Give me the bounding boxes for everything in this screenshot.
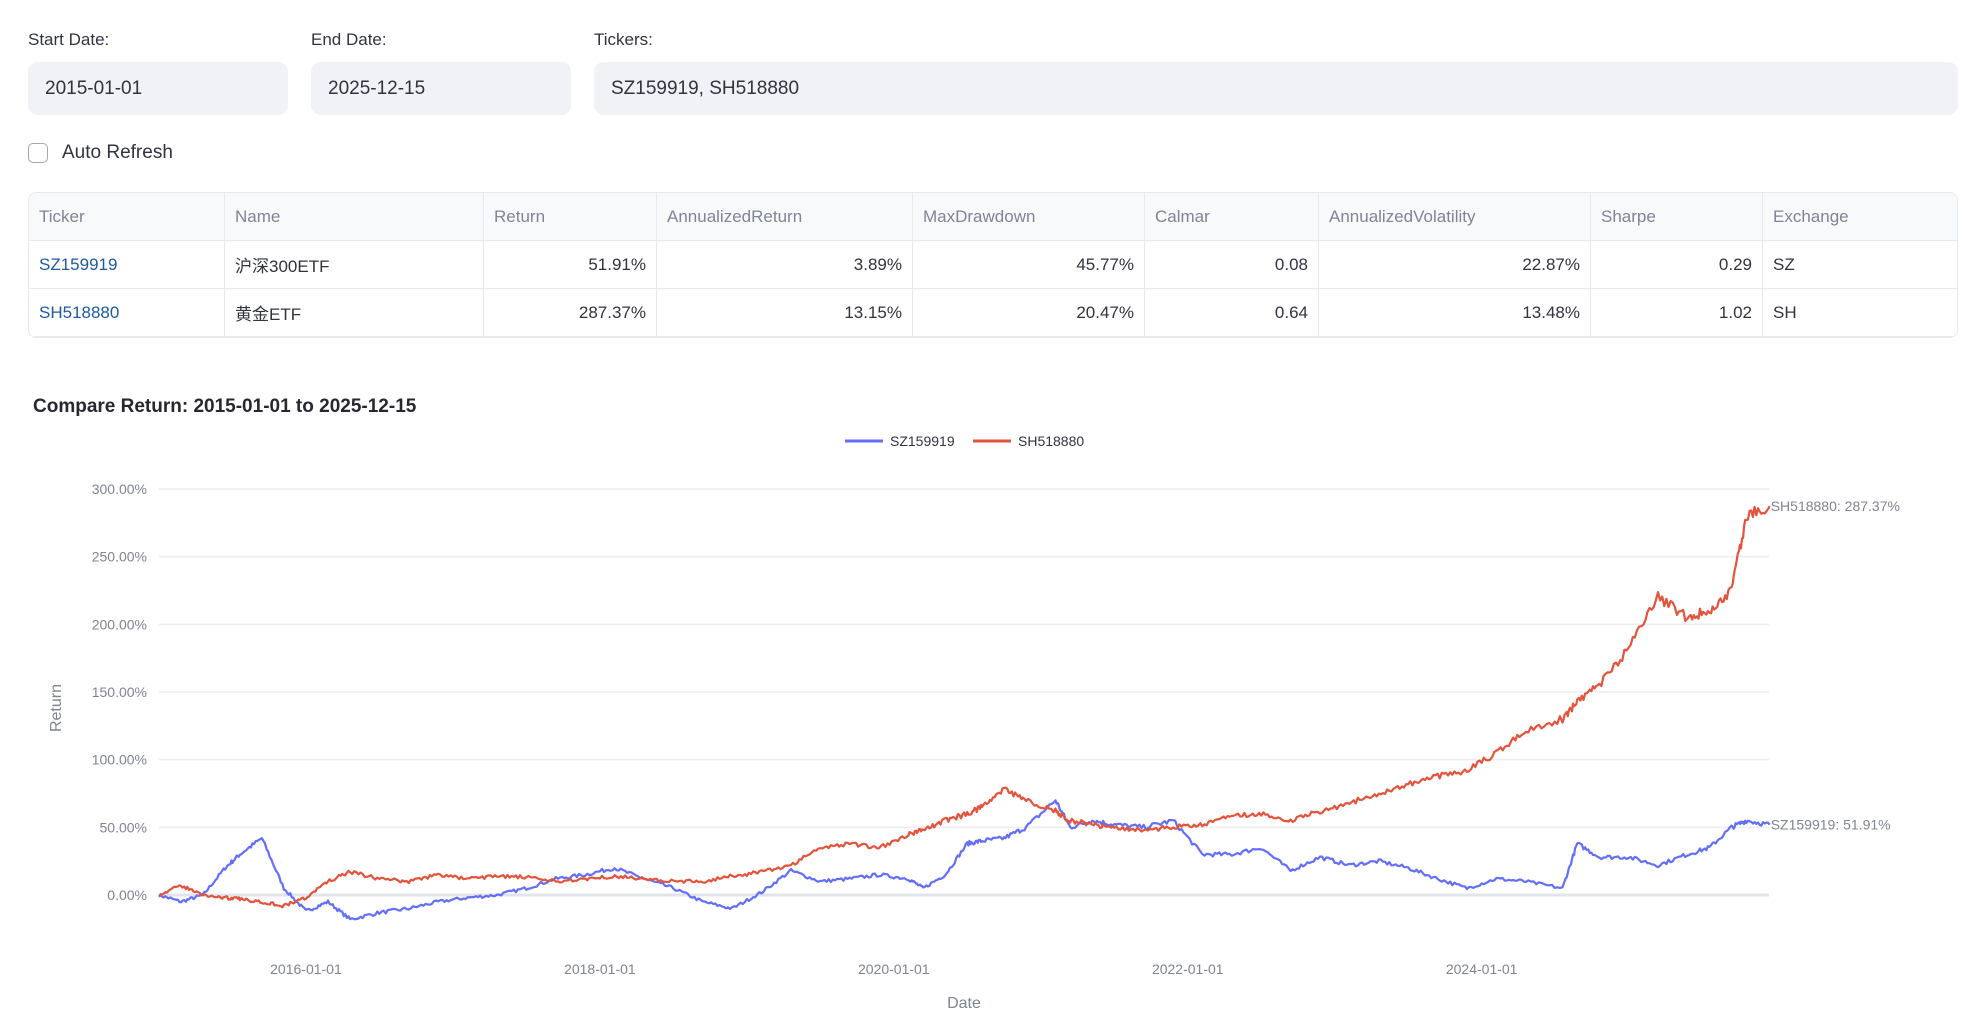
column-header-max-drawdown[interactable]: MaxDrawdown xyxy=(913,193,1145,240)
x-axis-label: Date xyxy=(947,995,981,1012)
exchange-cell: SH xyxy=(1773,302,1797,322)
ticker-cell[interactable]: SZ159919 xyxy=(29,241,225,288)
grid-lines xyxy=(159,488,1769,897)
y-axis-label: Return xyxy=(48,684,65,732)
y-axis-ticks: 0.00% 50.00% 100.00% 150.00% 200.00% 250.00% 3… xyxy=(92,481,147,903)
y-tick-label: 250.00% xyxy=(92,549,147,565)
sharpe-cell: 0.29 xyxy=(1591,241,1763,288)
ticker-cell[interactable]: SH518880 xyxy=(29,289,225,336)
column-header-sharpe[interactable]: Sharpe xyxy=(1591,193,1763,240)
y-tick-label: 50.00% xyxy=(100,819,147,835)
table-header-row: Ticker Name Return AnnualizedReturn MaxD… xyxy=(29,193,1957,241)
column-header-calmar[interactable]: Calmar xyxy=(1145,193,1319,240)
sharpe-cell: 1.02 xyxy=(1591,289,1763,336)
y-tick-label: 100.00% xyxy=(92,752,147,768)
annualized-volatility-cell: 13.48% xyxy=(1319,289,1591,336)
tickers-input[interactable]: SZ159919, SH518880 xyxy=(594,62,1958,115)
x-tick-label: 2016-01-01 xyxy=(270,961,342,977)
y-tick-label: 0.00% xyxy=(107,887,147,903)
table-row: SH518880 黄金ETF 287.37% 13.15% 20.47% 0.6… xyxy=(29,289,1957,337)
series-lines xyxy=(158,505,1771,921)
x-tick-label: 2022-01-01 xyxy=(1152,961,1224,977)
column-header-exchange[interactable]: Exchange xyxy=(1773,206,1849,226)
y-tick-label: 150.00% xyxy=(92,684,147,700)
column-header-annualized-return[interactable]: AnnualizedReturn xyxy=(657,193,913,240)
end-date-input[interactable]: 2025-12-15 xyxy=(311,62,571,115)
end-labels: SZ159919: 51.91% SH518880: 287.37% xyxy=(1771,498,1900,833)
return-cell: 287.37% xyxy=(484,289,657,336)
calmar-cell: 0.64 xyxy=(1145,289,1319,336)
exchange-cell: SZ xyxy=(1773,254,1795,274)
x-tick-label: 2018-01-01 xyxy=(564,961,636,977)
legend-label-sh518880[interactable]: SH518880 xyxy=(1018,433,1084,449)
end-label-sz159919: SZ159919: 51.91% xyxy=(1771,817,1891,833)
name-cell: 沪深300ETF xyxy=(225,241,484,288)
legend: SZ159919 SH518880 xyxy=(845,433,1084,449)
column-header-return[interactable]: Return xyxy=(484,193,657,240)
auto-refresh-row[interactable]: Auto Refresh xyxy=(28,142,173,164)
metrics-table: Ticker Name Return AnnualizedReturn MaxD… xyxy=(28,192,1958,338)
x-axis-ticks: 2016-01-01 2018-01-01 2020-01-01 2022-01-01… xyxy=(270,961,1518,977)
start-date-input[interactable]: 2015-01-01 xyxy=(28,62,288,115)
chart-title: Compare Return: 2015-01-01 to 2025-12-15 xyxy=(33,396,417,417)
auto-refresh-checkbox[interactable] xyxy=(28,143,48,163)
name-cell: 黄金ETF xyxy=(225,289,484,336)
start-date-label: Start Date: xyxy=(28,30,110,49)
auto-refresh-label[interactable]: Auto Refresh xyxy=(62,142,173,163)
table-row: SZ159919 沪深300ETF 51.91% 3.89% 45.77% 0.… xyxy=(29,241,1957,289)
legend-label-sz159919[interactable]: SZ159919 xyxy=(890,433,955,449)
annualized-return-cell: 3.89% xyxy=(657,241,913,288)
max-drawdown-cell: 45.77% xyxy=(913,241,1145,288)
series-line-sh518880[interactable] xyxy=(158,505,1771,909)
annualized-volatility-cell: 22.87% xyxy=(1319,241,1591,288)
y-tick-label: 300.00% xyxy=(92,481,147,497)
tickers-label: Tickers: xyxy=(594,30,653,49)
end-date-label: End Date: xyxy=(311,30,387,49)
column-header-ticker[interactable]: Ticker xyxy=(29,193,225,240)
x-tick-label: 2024-01-01 xyxy=(1446,961,1518,977)
end-label-sh518880: SH518880: 287.37% xyxy=(1771,498,1900,514)
x-tick-label: 2020-01-01 xyxy=(858,961,930,977)
calmar-cell: 0.08 xyxy=(1145,241,1319,288)
annualized-return-cell: 13.15% xyxy=(657,289,913,336)
column-header-name[interactable]: Name xyxy=(225,193,484,240)
return-cell: 51.91% xyxy=(484,241,657,288)
y-tick-label: 200.00% xyxy=(92,616,147,632)
max-drawdown-cell: 20.47% xyxy=(913,289,1145,336)
series-line-sz159919[interactable] xyxy=(158,799,1771,921)
column-header-annualized-volatility[interactable]: AnnualizedVolatility xyxy=(1319,193,1591,240)
